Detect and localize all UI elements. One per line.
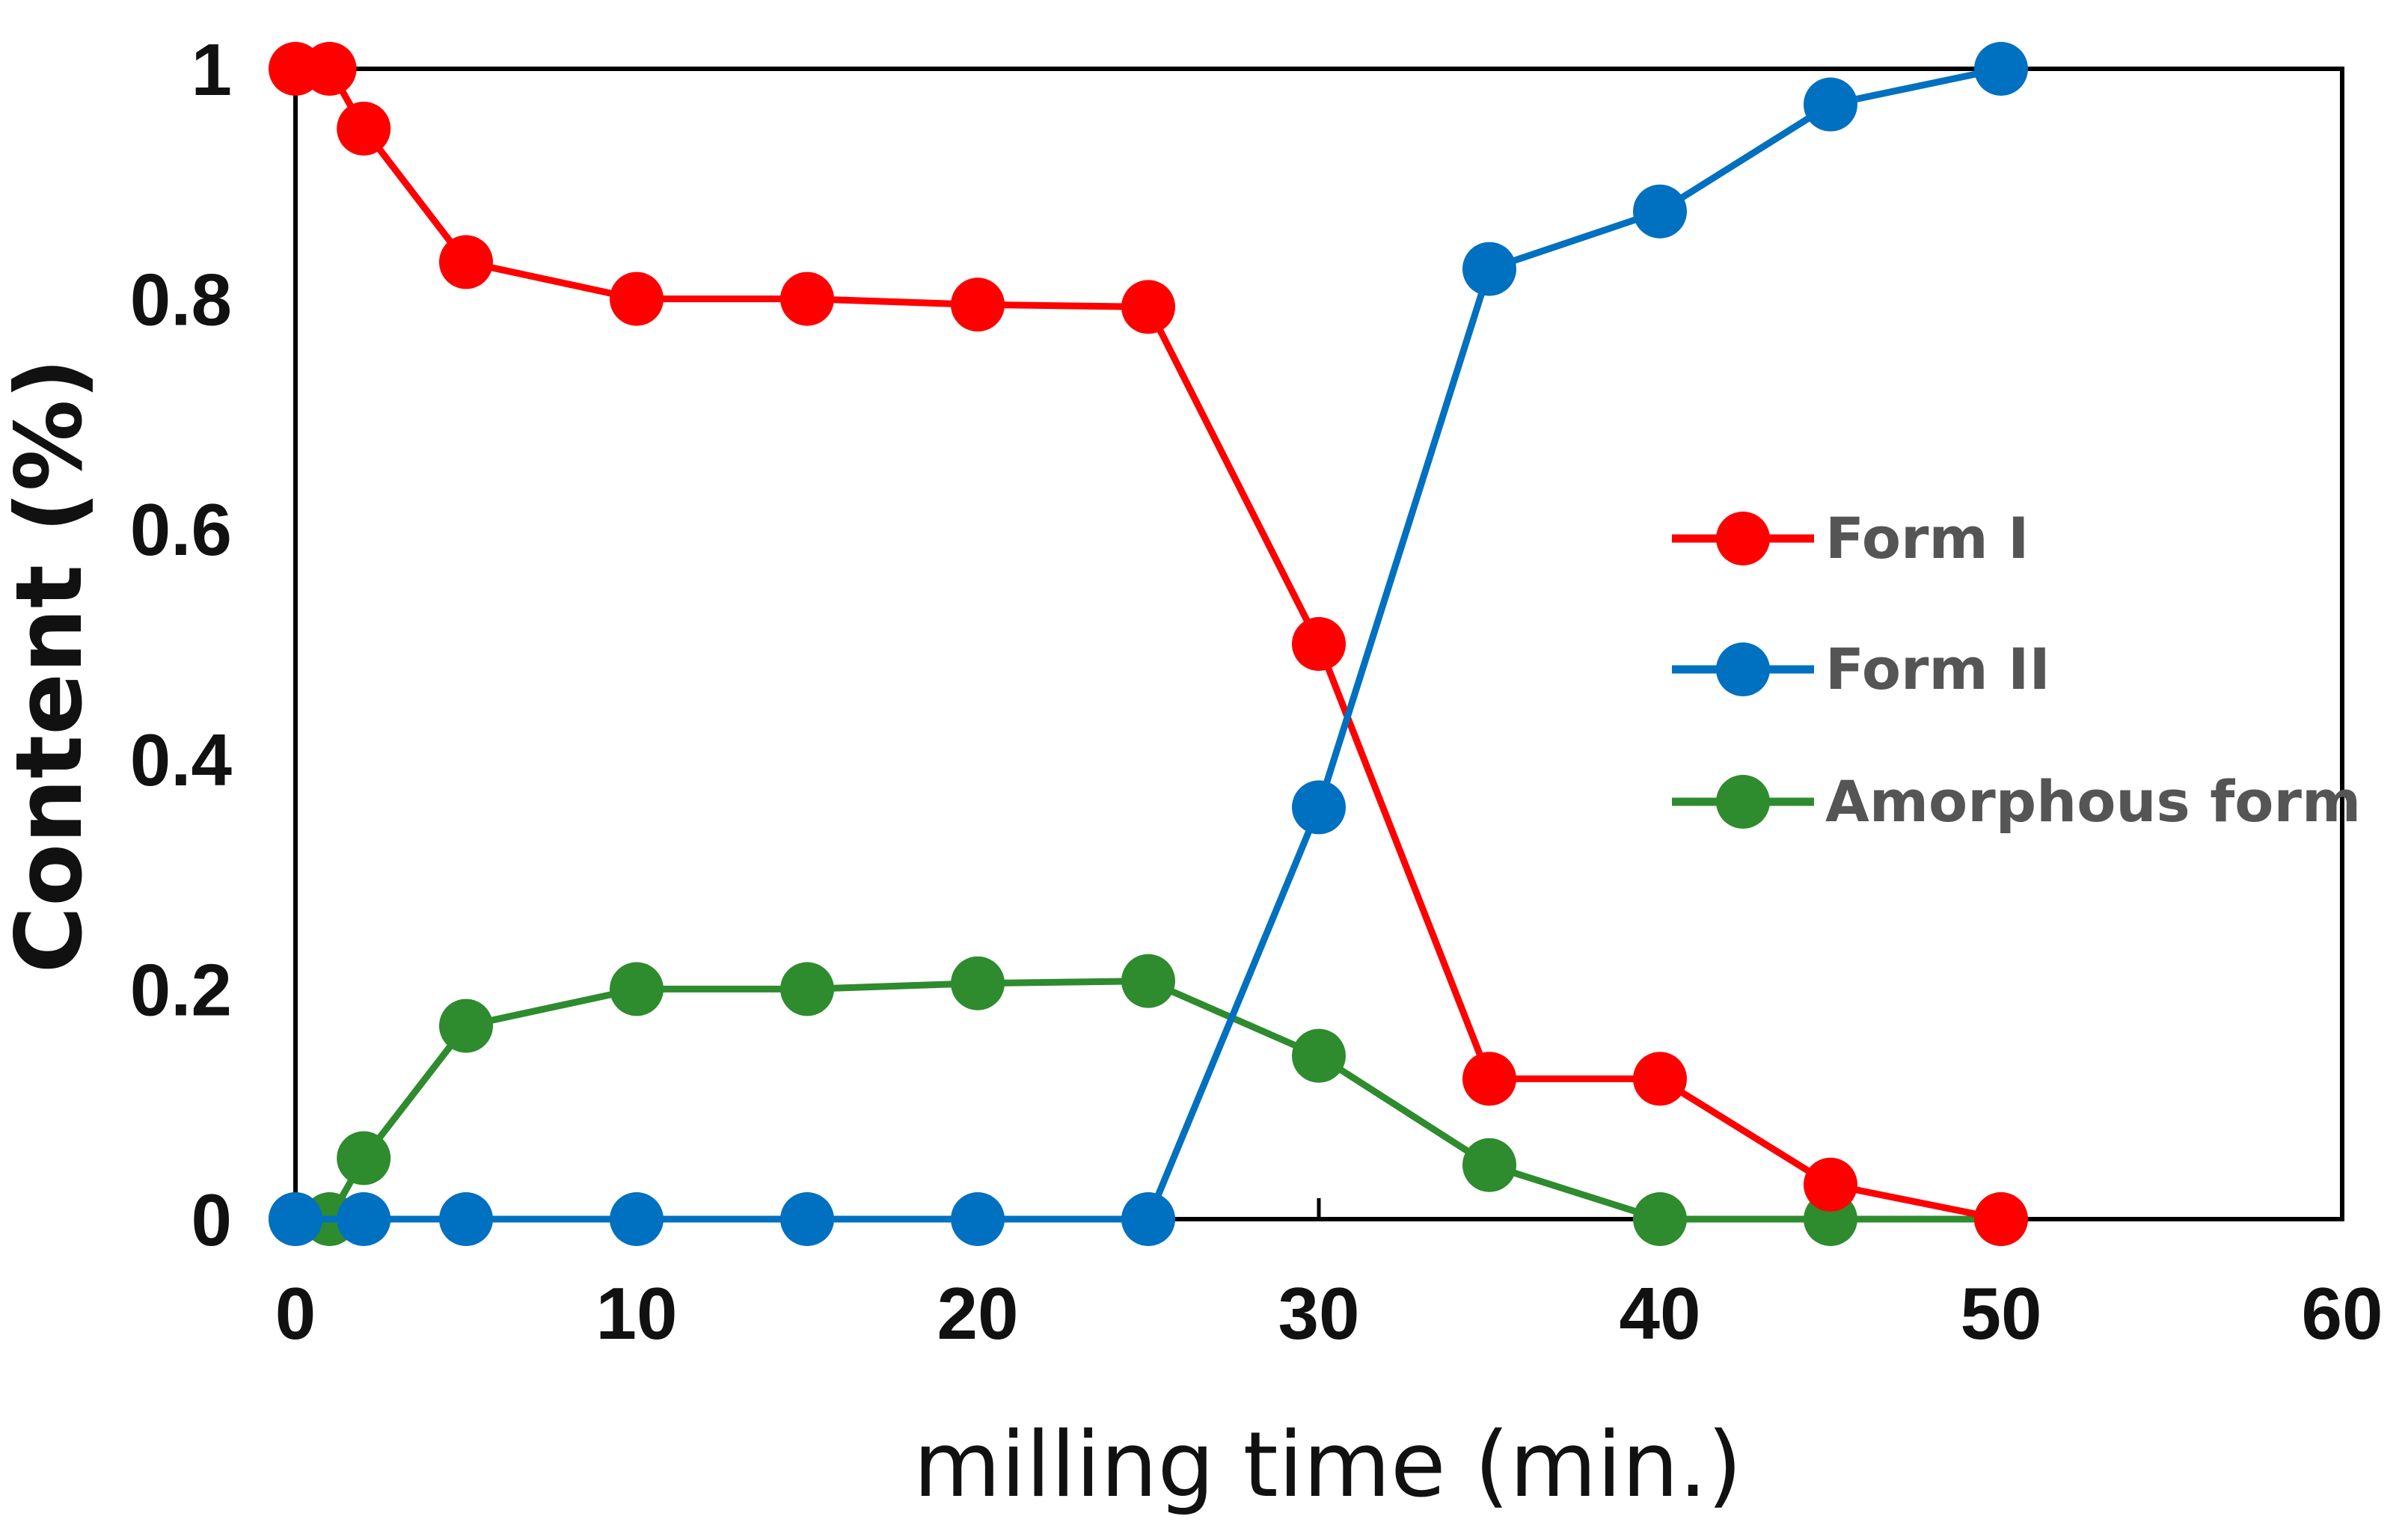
legend: Form I Form II Amorphous form [1672,505,2361,835]
x-tick-label: 0 [275,1272,316,1355]
y-tick-labels: 0 0.2 0.4 0.6 0.8 1 [130,28,232,1261]
x-tick-labels: 0 10 20 30 40 50 60 [275,1272,2383,1355]
data-point [610,1192,664,1246]
x-tick-label: 60 [2301,1272,2383,1355]
x-tick-label: 30 [1278,1272,1359,1355]
legend-marker [1716,512,1770,565]
data-point [1292,1028,1346,1083]
y-axis-title: Content (%) [0,358,102,974]
data-point [1292,780,1346,835]
data-point [610,271,664,326]
x-tick-label: 40 [1619,1272,1700,1355]
data-point [1633,184,1687,239]
data-point [1462,1138,1516,1192]
y-tick-label: 1 [191,28,232,111]
data-point [1804,1157,1857,1212]
data-point [439,1192,493,1246]
data-point [1974,42,2028,96]
data-point [1462,242,1516,296]
legend-marker [1716,642,1770,696]
data-point [610,962,664,1016]
series-layer [269,42,2028,1246]
legend-marker [1716,775,1770,829]
data-point [1633,1052,1687,1106]
data-point [1121,954,1175,1008]
data-point [1804,77,1857,132]
legend-label: Form I [1825,505,2029,571]
data-point [439,235,493,289]
data-point [1974,1192,2028,1246]
legend-item: Amorphous form [1672,768,2361,835]
legend-label: Form II [1825,636,2050,702]
x-tick-label: 20 [937,1272,1018,1355]
legend-item: Form I [1672,505,2029,571]
y-tick-label: 0.4 [130,719,232,801]
data-point [337,1192,391,1246]
data-point [780,1192,834,1246]
data-point [1121,280,1175,334]
data-point [302,42,357,96]
y-tick-label: 0 [191,1179,232,1261]
x-tick-label: 50 [1960,1272,2041,1355]
x-tick-label: 10 [595,1272,677,1355]
series-line [295,978,2001,1223]
data-point [1292,617,1346,671]
data-point [439,998,493,1053]
y-tick-label: 0.2 [130,948,232,1031]
legend-label: Amorphous form [1825,768,2361,835]
x-axis-title: milling time (min.) [913,1414,1742,1518]
data-point [951,277,1005,332]
data-point [780,962,834,1016]
data-point [1462,1052,1516,1106]
data-point [780,271,834,326]
data-point [1633,1192,1687,1246]
series-form-i [269,42,2028,1246]
legend-item: Form II [1672,636,2050,702]
data-point [337,1131,391,1185]
data-point [951,1192,1005,1246]
data-point [1121,1192,1175,1246]
y-tick-label: 0.8 [130,259,232,341]
data-point [951,956,1005,1010]
data-point [269,1192,322,1246]
y-tick-label: 0.6 [130,488,232,571]
data-point [337,101,391,156]
series-form-ii [269,42,2028,1246]
